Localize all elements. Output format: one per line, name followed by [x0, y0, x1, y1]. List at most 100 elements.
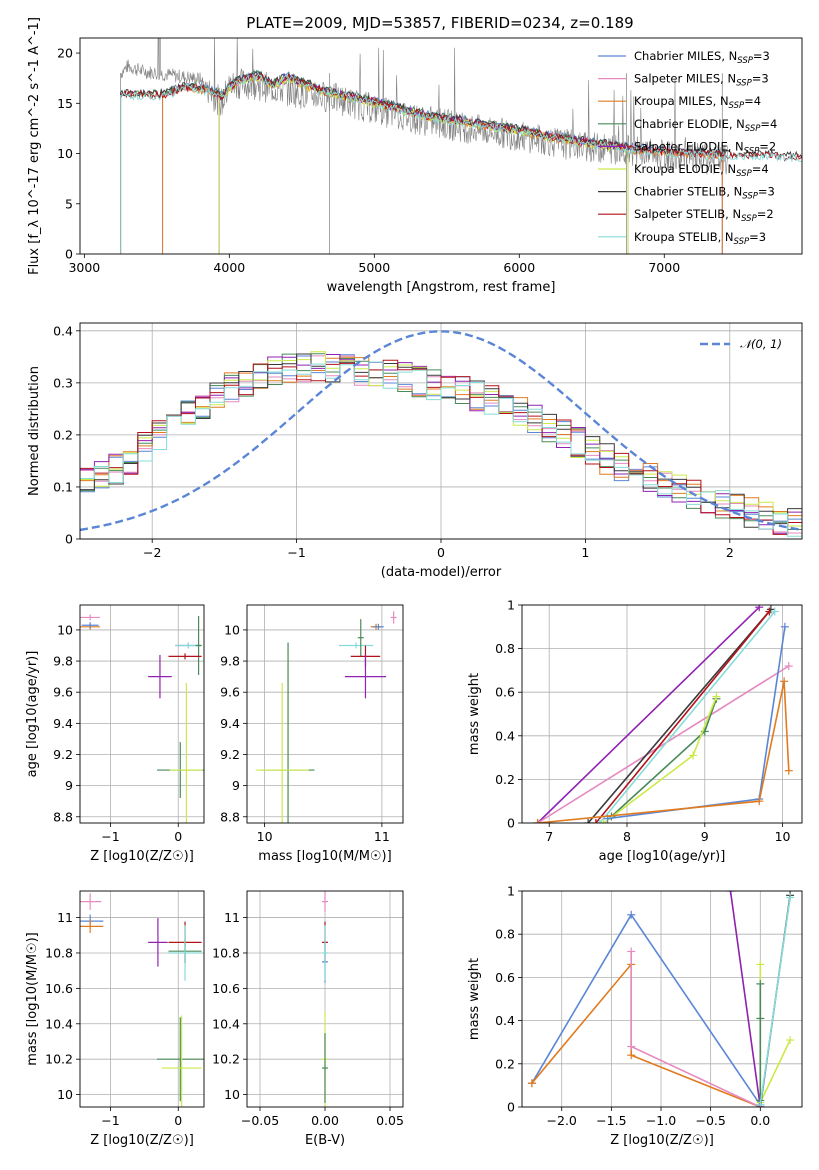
weight-marker: [786, 893, 795, 902]
y-tick-label: 11: [57, 910, 73, 925]
data-point: [80, 893, 102, 910]
y-tick-label: 9.6: [220, 685, 240, 700]
weight-marker: [755, 605, 764, 612]
y-tick-label: 9.8: [53, 654, 73, 669]
y-tick-label: 0.6: [495, 685, 515, 700]
y-tick-label: 10: [57, 622, 73, 637]
weight-line-salpeter-stelib: [595, 610, 770, 823]
y-axis-label: Flux [f_λ 10^-17 erg cm^-2 s^-1 A^-1]: [27, 17, 42, 275]
data-point: [168, 925, 202, 981]
x-tick-label: −1.5: [596, 1113, 626, 1128]
legend-count: =2: [759, 139, 776, 153]
data-point: [80, 919, 104, 933]
axes-frame: [246, 890, 404, 1108]
weight-marker: [756, 979, 765, 988]
x-tick-label: −1.0: [646, 1113, 676, 1128]
y-axis-label: mass weight: [467, 673, 482, 755]
weight-marker: [599, 819, 608, 823]
data-point: [322, 891, 328, 912]
panel-weight-vs-age: 7 8 9 10 0 0.2 0.4 0.6 0.8 1 age [log10(age/yr)] ma…: [467, 598, 803, 864]
y-tick-label: 0.6: [495, 970, 515, 985]
data-point: [390, 611, 397, 624]
weight-marker: [712, 692, 721, 701]
legend-entry: Chabrier MILES, NSSP=3: [634, 49, 770, 66]
data-point: [339, 642, 374, 649]
y-tick-label: 0.4: [495, 1013, 515, 1028]
model-spectrum-kroupa-stelib: [120, 73, 802, 254]
weight-line-chabrier-stelib: [587, 608, 772, 823]
y-tick-label: 9: [65, 778, 73, 793]
y-tick-label: 10: [57, 1087, 73, 1102]
weight-marker: [756, 1014, 765, 1023]
y-tick-label: 10.8: [212, 945, 240, 960]
data-point: [255, 682, 309, 823]
x-axis-label: age [log10(age/yr)]: [599, 849, 726, 864]
grid-lines: [247, 605, 403, 823]
legend-entry: Chabrier STELIB, NSSP=3: [634, 185, 775, 202]
legend-count: =3: [758, 185, 775, 199]
x-tick-label: −1: [101, 829, 119, 844]
weight-marker: [756, 960, 765, 969]
data-point: [322, 1033, 328, 1103]
panel-weight-vs-Z: −2.0 −1.5 −1.0 −0.5 0.0 0 0.2 0.4 0.6 0.8 1 Z [log1…: [467, 884, 803, 1148]
y-tick-label: 0.2: [495, 1056, 515, 1071]
axes-frame: [79, 604, 205, 824]
data-point: [373, 623, 384, 630]
x-axis-label: (data-model)/error: [381, 565, 502, 580]
x-tick-label: 10: [775, 829, 791, 844]
legend-count: =3: [749, 230, 766, 244]
data-point: [81, 622, 99, 629]
y-tick-label: 0.8: [495, 927, 515, 942]
legend-subscript: SSP: [736, 79, 752, 89]
y-tick-label: 0: [507, 816, 515, 831]
legend-entry: Salpeter ELODIE, NSSP=2: [634, 139, 776, 156]
y-tick-label: 10: [224, 1087, 240, 1102]
x-axis-label: Z [log10(Z/Z☉)]: [90, 849, 194, 864]
legend-subscript: SSP: [745, 124, 761, 134]
legend-count: =4: [760, 117, 777, 131]
data-point: [148, 918, 168, 967]
data-point: [357, 619, 364, 657]
plot-area: [80, 893, 204, 1107]
y-axis-label: age [log10(age/yr)]: [25, 651, 40, 778]
weight-marker: [770, 607, 779, 616]
legend-subscript: SSP: [741, 214, 757, 224]
weight-marker: [584, 819, 593, 823]
y-tick-label: 0: [65, 532, 73, 547]
grid-lines: [80, 605, 204, 823]
plot-area: [533, 605, 793, 823]
legend-entry: 𝒩(0, 1): [740, 337, 782, 351]
y-tick-label: 8.8: [53, 809, 73, 824]
legend-entry: Kroupa STELIB, NSSP=3: [634, 230, 766, 247]
plot-area: [80, 330, 802, 537]
panel-mass-vs-EBV: −0.05 0.00 0.05 10 10.2 10.4 10.6 10.8 11 E(B-V): [212, 890, 404, 1148]
weight-line-kroupa-stelib: [599, 610, 776, 823]
weight-line-salpeter-elodie: [729, 891, 762, 1107]
x-tick-label: 8: [623, 829, 631, 844]
x-axis-label: E(B-V): [305, 1133, 345, 1148]
x-tick-label: 1: [581, 545, 589, 560]
data-point: [168, 653, 202, 660]
axes-frame: [79, 322, 803, 540]
weight-marker: [726, 891, 735, 895]
x-axis-label: mass [log10(M/M☉)]: [258, 849, 391, 864]
x-tick-label: −0.5: [695, 1113, 725, 1128]
x-tick-label: 0.05: [376, 1113, 404, 1128]
weight-marker: [756, 1100, 765, 1107]
weight-marker: [627, 1042, 636, 1051]
x-tick-label: 0: [174, 1113, 182, 1128]
legend-count: =2: [757, 207, 774, 221]
y-tick-label: 0.4: [53, 323, 73, 338]
weight-marker: [689, 751, 698, 760]
weight-marker: [627, 947, 636, 956]
y-axis-label: mass weight: [467, 958, 482, 1040]
y-tick-label: 5: [65, 196, 73, 211]
histogram-kroupa-stelib: [80, 361, 802, 537]
panel-residuals: −2 −1 0 1 2 0 0.1 0.2 0.3 0.4 (data-model)/error No…: [27, 322, 803, 580]
x-tick-label: −1: [101, 1113, 119, 1128]
x-axis-label: Z [log10(Z/Z☉)]: [90, 1133, 194, 1148]
y-axis-label: Normed distribution: [27, 366, 42, 496]
panel-spectrum: 3000 4000 5000 6000 7000 0 5 10 15 20 wavelength […: [27, 17, 803, 295]
normal-reference-curve: [80, 330, 802, 532]
